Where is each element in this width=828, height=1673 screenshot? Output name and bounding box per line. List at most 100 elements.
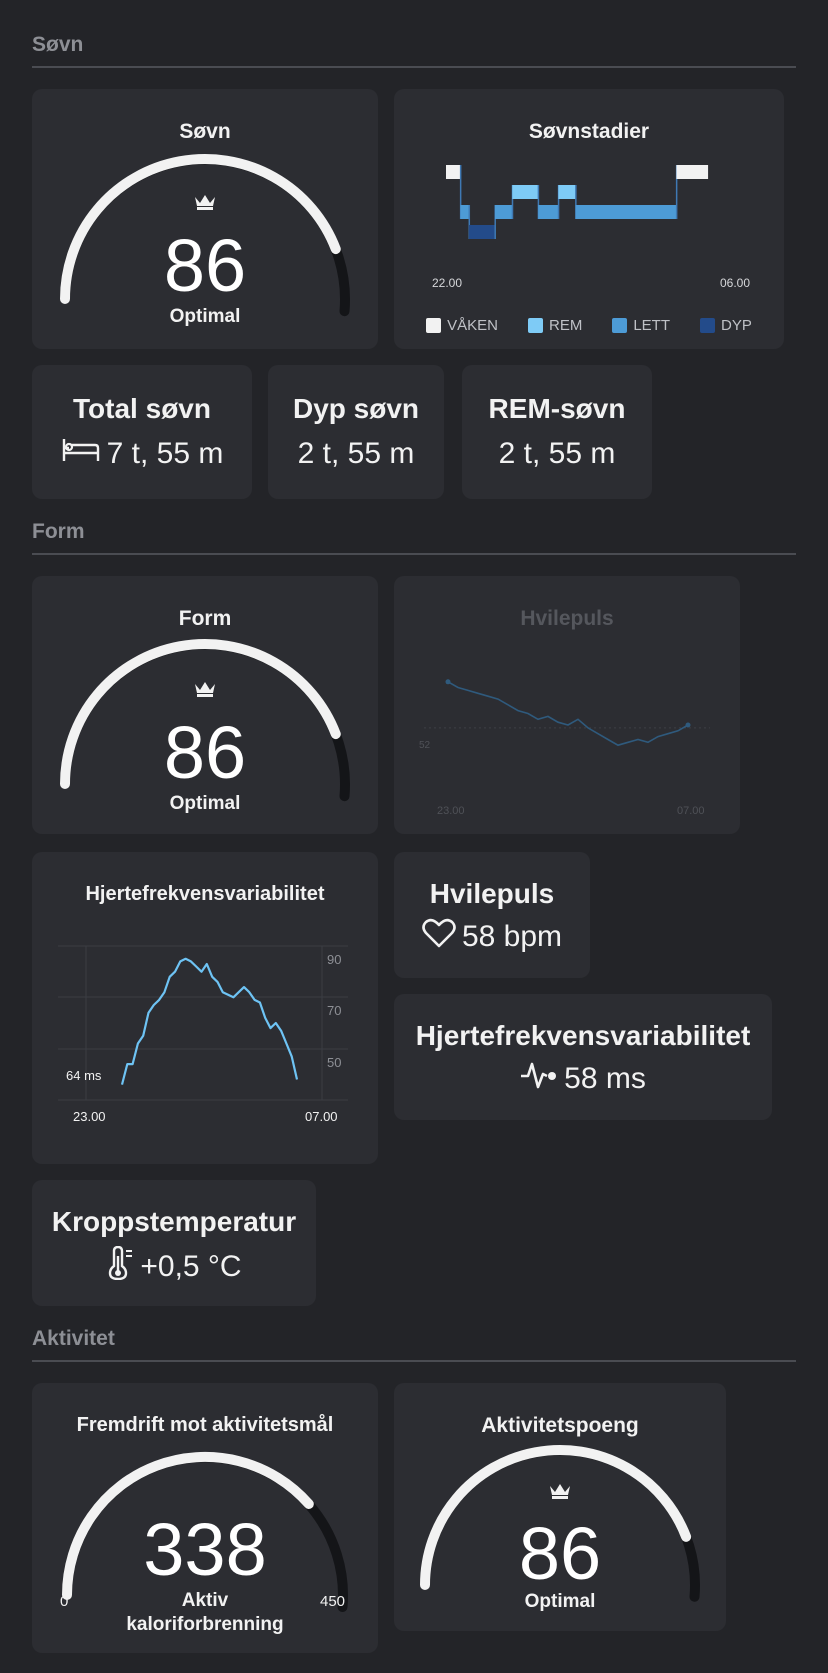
sleep-score-value: 86 xyxy=(163,224,247,307)
hrv-tick-70: 70 xyxy=(327,1003,342,1018)
stage-connector xyxy=(494,205,496,239)
rem-sleep-card[interactable]: REM-søvn 2 t, 55 m xyxy=(462,365,652,499)
hr-endpoint xyxy=(685,722,691,728)
hr-series-line xyxy=(447,681,689,747)
legend-label: VÅKEN xyxy=(447,317,498,334)
heart-icon xyxy=(422,918,456,956)
section-divider xyxy=(32,66,796,68)
total-sleep-card[interactable]: Total søvn 7 t, 55 m xyxy=(32,365,252,499)
activity-goal-caption-line2: kaloriforbrenning xyxy=(126,1614,284,1635)
pulse-icon xyxy=(520,1060,558,1098)
card-title: Søvn xyxy=(179,120,231,143)
legend-item: VÅKEN xyxy=(426,317,498,334)
stage-segment-lett xyxy=(575,205,677,219)
activity-goal-gauge xyxy=(62,1451,348,1612)
stat-value-row: 58 bpm xyxy=(394,918,590,956)
bed-icon xyxy=(61,437,101,471)
stages-end-label: 06.00 xyxy=(720,276,751,290)
legend-label: REM xyxy=(548,317,583,334)
section-divider xyxy=(32,1360,796,1362)
deep-sleep-value: 2 t, 55 m xyxy=(297,437,415,470)
stage-connector xyxy=(459,165,462,219)
form-score-value: 86 xyxy=(163,711,247,794)
activity-score-gauge xyxy=(420,1445,700,1602)
sleep-score-caption: Optimal xyxy=(169,306,241,327)
card-title: Hjertefrekvensvariabilitet xyxy=(85,883,325,905)
form-score-caption: Optimal xyxy=(169,793,241,814)
rem-sleep-value: 2 t, 55 m xyxy=(498,437,616,470)
hrv-chart xyxy=(58,945,348,1101)
hr-endpoint xyxy=(445,679,451,685)
crown-icon xyxy=(32,194,378,215)
sleep-stages-card[interactable]: Søvnstadier 22.00 06.00 VÅKEN REM LETT DYP xyxy=(394,89,784,349)
legend-item: REM xyxy=(527,317,583,334)
activity-goal-caption-line1: Aktiv xyxy=(181,1590,229,1611)
hr-start-label: 23.00 xyxy=(437,805,465,817)
stages-legend: VÅKEN REM LETT DYP xyxy=(394,317,784,334)
hrv-chart-card[interactable]: Hjertefrekvensvariabilitet 90 70 50 64 m… xyxy=(32,852,378,1164)
body-temperature-card[interactable]: Kroppstemperatur +0,5 °C xyxy=(32,1180,316,1306)
crown-icon xyxy=(394,1483,726,1504)
resting-hr-card[interactable]: Hvilepuls 58 bpm xyxy=(394,852,590,978)
hrv-tick-90: 90 xyxy=(327,952,342,967)
hr-end-label: 07.00 xyxy=(677,805,705,817)
hrv-end-label: 07.00 xyxy=(305,1109,338,1124)
stat-value-row: 7 t, 55 m xyxy=(32,437,252,471)
stage-connector xyxy=(537,185,540,219)
legend-item: DYP xyxy=(700,317,752,334)
card-title: Søvnstadier xyxy=(528,120,650,143)
hrv-current-label: 64 ms xyxy=(66,1068,102,1083)
activity-goal-max-label: 450 xyxy=(320,1593,346,1610)
card-title: Form xyxy=(178,607,232,630)
stat-title: Kroppstemperatur xyxy=(51,1206,297,1237)
thermometer-icon xyxy=(106,1245,134,1288)
section-title-form: Form xyxy=(32,520,85,543)
stage-segment-lett xyxy=(494,205,513,219)
stat-title: Dyp søvn xyxy=(292,393,420,424)
card-title: Hvilepuls xyxy=(520,607,614,630)
hrv-stat-card[interactable]: Hjertefrekvensvariabilitet 58 ms xyxy=(394,994,772,1120)
stat-value-row: +0,5 °C xyxy=(32,1245,316,1288)
gauge-fill xyxy=(62,1451,314,1600)
hrv-value: 58 ms xyxy=(564,1062,646,1095)
legend-swatch xyxy=(527,318,543,333)
sleep-stages-chart xyxy=(446,165,709,239)
stat-title: Hvilepuls xyxy=(429,878,555,909)
stage-segment-rem xyxy=(558,185,576,199)
legend-label: DYP xyxy=(721,317,752,334)
stage-segment-lett xyxy=(460,205,470,219)
activity-score-card[interactable]: Aktivitetspoeng 86 Optimal xyxy=(394,1383,726,1631)
legend-swatch xyxy=(700,318,716,333)
activity-goal-card[interactable]: Fremdrift mot aktivitetsmål 338 Aktiv ka… xyxy=(32,1383,378,1653)
hr-baseline-label: 52 xyxy=(419,740,431,751)
activity-score-value: 86 xyxy=(518,1512,602,1595)
crown-icon xyxy=(32,681,378,702)
sleep-score-gauge xyxy=(60,154,350,317)
gauge-fill xyxy=(420,1445,692,1590)
hrv-tick-50: 50 xyxy=(327,1055,342,1070)
stat-title: Hjertefrekvensvariabilitet xyxy=(415,1020,751,1051)
stat-title: Total søvn xyxy=(73,393,211,424)
total-sleep-value: 7 t, 55 m xyxy=(106,437,224,470)
activity-goal-value: 338 xyxy=(143,1508,267,1591)
hrv-start-label: 23.00 xyxy=(73,1109,106,1124)
sleep-score-card[interactable]: Søvn 86 Optimal xyxy=(32,89,378,349)
activity-score-caption: Optimal xyxy=(524,1591,596,1612)
stage-connector xyxy=(557,185,560,219)
deep-sleep-card[interactable]: Dyp søvn 2 t, 55 m xyxy=(268,365,444,499)
stage-segment-våken xyxy=(446,165,461,179)
resting-hr-value: 58 bpm xyxy=(461,920,563,953)
body-temperature-value: +0,5 °C xyxy=(140,1250,242,1283)
gauge-fill xyxy=(60,154,341,304)
form-score-card[interactable]: Form 86 Optimal xyxy=(32,576,378,834)
section-title-sleep: Søvn xyxy=(32,33,84,56)
stage-connector xyxy=(575,185,577,219)
stages-start-label: 22.00 xyxy=(432,276,463,290)
stage-segment-lett xyxy=(538,205,559,219)
stat-title: REM-søvn xyxy=(488,393,626,424)
stage-connector xyxy=(511,185,514,219)
resting-hr-chart-card[interactable]: Hvilepuls 52 23.00 07.00 xyxy=(394,576,740,834)
activity-goal-min-label: 0 xyxy=(60,1593,69,1610)
stage-connector xyxy=(468,205,471,239)
legend-item: LETT xyxy=(612,317,670,334)
